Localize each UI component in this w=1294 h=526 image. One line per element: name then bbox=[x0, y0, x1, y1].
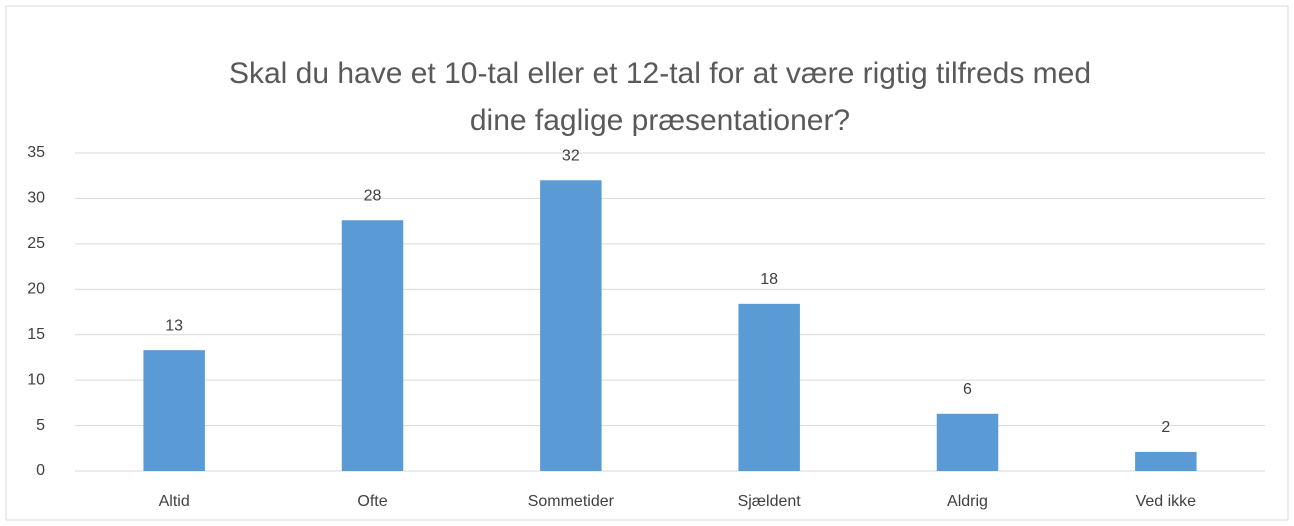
y-tick-label: 30 bbox=[27, 190, 45, 207]
chart-title: Skal du have et 10-tal eller et 12-tal f… bbox=[229, 57, 1091, 90]
x-tick-label: Sommetider bbox=[528, 493, 615, 510]
bar bbox=[1135, 451, 1197, 471]
value-label: 28 bbox=[364, 187, 382, 204]
x-tick-label: Ved ikke bbox=[1136, 493, 1197, 510]
chart-frame bbox=[5, 5, 1289, 521]
y-tick-label: 5 bbox=[36, 417, 45, 434]
bar bbox=[341, 220, 404, 471]
value-label: 32 bbox=[562, 147, 580, 164]
value-label: 13 bbox=[165, 317, 183, 334]
bar bbox=[143, 350, 205, 471]
x-tick-label: Ofte bbox=[357, 493, 387, 510]
y-tick-label: 10 bbox=[27, 371, 45, 388]
y-tick-label: 20 bbox=[27, 281, 45, 298]
x-tick-label: Sjældent bbox=[738, 493, 802, 510]
x-tick-label: Altid bbox=[159, 493, 190, 510]
y-tick-label: 35 bbox=[27, 144, 45, 161]
value-label: 6 bbox=[963, 381, 972, 398]
bar bbox=[738, 303, 800, 471]
y-tick-label: 15 bbox=[27, 326, 45, 343]
bar bbox=[936, 413, 999, 471]
y-tick-label: 25 bbox=[27, 235, 45, 252]
x-tick-label: Aldrig bbox=[947, 493, 988, 510]
value-label: 18 bbox=[760, 271, 778, 288]
y-tick-label: 0 bbox=[36, 462, 45, 479]
chart-title: dine faglige præsentationer? bbox=[470, 104, 850, 137]
bar bbox=[540, 180, 602, 471]
value-label: 2 bbox=[1161, 419, 1170, 436]
